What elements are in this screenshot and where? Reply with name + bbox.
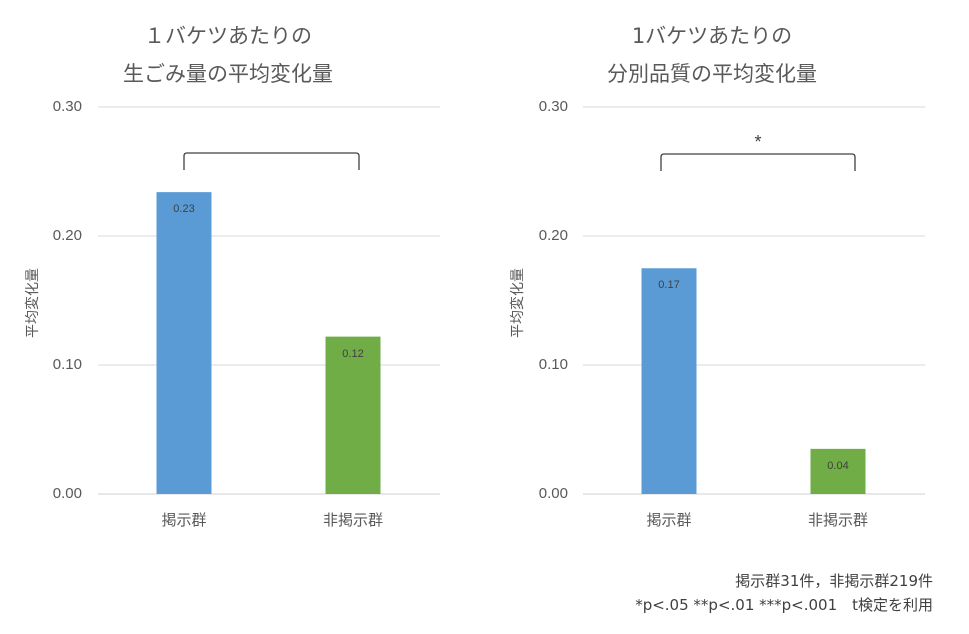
significance-bracket — [660, 153, 856, 171]
y-tick-label: 0.10 — [52, 356, 82, 373]
chart-title-line-1: 1バケツあたりの — [631, 24, 793, 48]
chart-title-line-1: １バケツあたりの — [144, 24, 312, 48]
x-tick-label: 非掲示群 — [807, 511, 869, 529]
y-axis-label: 平均変化量 — [510, 267, 526, 338]
chart-title-line-2: 生ごみ量の平均変化量 — [123, 62, 333, 86]
y-tick-label: 0.30 — [538, 98, 568, 115]
y-tick-label: 0.10 — [538, 356, 568, 373]
bar-1 — [156, 192, 212, 494]
footnote-sample-size: 掲示群31件，非掲示群219件 — [735, 572, 933, 590]
y-tick-label: 0.00 — [52, 485, 82, 502]
y-tick-label: 0.20 — [52, 227, 82, 244]
data-label: 0.17 — [658, 279, 680, 292]
chart-title-line-2: 分別品質の平均変化量 — [607, 62, 817, 86]
bar-2 — [810, 448, 866, 494]
y-tick-label: 0.00 — [538, 485, 568, 502]
bar-1 — [641, 268, 697, 494]
significance-marker: * — [754, 132, 762, 152]
footnote-significance-legend: *p<.05 **p<.01 ***p<.001 t検定を利用 — [635, 596, 933, 614]
y-tick-label: 0.20 — [538, 227, 568, 244]
x-tick-label: 掲示群 — [161, 511, 207, 529]
y-tick-label: 0.30 — [52, 98, 82, 115]
x-tick-label: 非掲示群 — [322, 511, 384, 529]
data-label: 0.04 — [827, 459, 849, 472]
bar-2 — [325, 336, 381, 494]
x-tick-label: 掲示群 — [646, 511, 692, 529]
data-label: 0.23 — [173, 203, 195, 216]
data-label: 0.12 — [342, 347, 364, 360]
significance-bracket — [183, 152, 360, 170]
